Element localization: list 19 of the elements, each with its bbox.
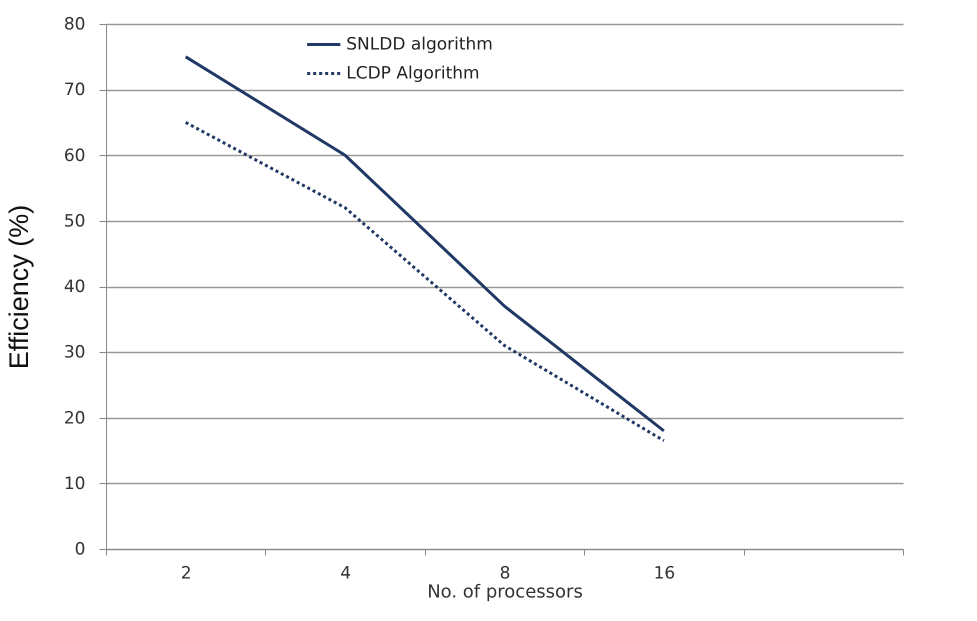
y-tick-label: 30	[64, 342, 86, 363]
x-tick-label: 2	[180, 564, 192, 584]
x-axis-title: No. of processors	[427, 582, 583, 602]
y-tick-label: 70	[64, 80, 86, 100]
y-tick-label: 50	[64, 211, 86, 232]
line-series	[184, 120, 666, 442]
y-tick-label: 60	[64, 146, 86, 166]
line-series	[184, 55, 666, 432]
y-tick-label: 0	[74, 540, 86, 560]
y-tick-label: 20	[64, 408, 86, 428]
legend-label: LCDP Algorithm	[346, 64, 480, 84]
y-tick-label: 10	[64, 474, 86, 494]
y-tick-label: 80	[64, 14, 86, 34]
x-tick-label: 4	[340, 564, 352, 584]
x-tick-label: 16	[654, 564, 676, 584]
y-axis-title: Efficiency (%)	[4, 204, 34, 370]
legend-label: SNLDD algorithm	[346, 34, 493, 54]
x-tick-label: 8	[500, 564, 510, 584]
y-tick-label: 40	[64, 277, 86, 297]
